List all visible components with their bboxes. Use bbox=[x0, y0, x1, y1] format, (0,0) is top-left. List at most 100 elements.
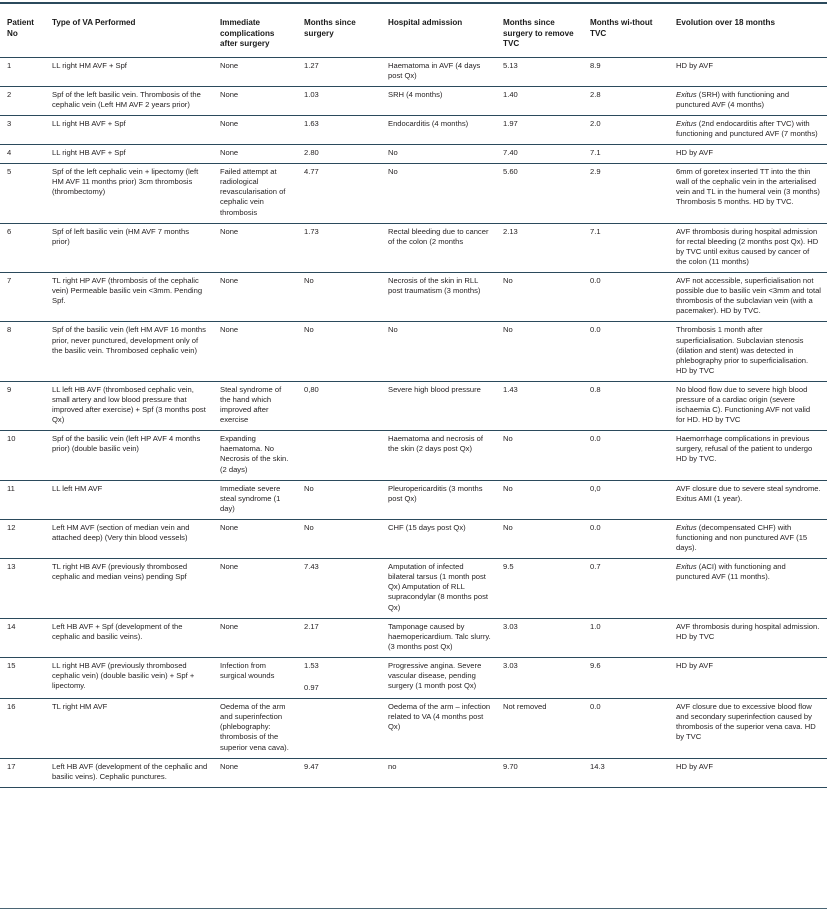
cell-patient-no: 17 bbox=[0, 758, 46, 788]
cell-hospital-admission: No bbox=[382, 163, 497, 224]
cell-evolution: Exitus (ACI) with functioning and punctu… bbox=[670, 558, 827, 619]
cell-months-without-tvc: 0,0 bbox=[584, 480, 670, 520]
cell-months-to-remove-tvc: 9.5 bbox=[497, 558, 584, 619]
cell-evolution-emphasis: Exitus bbox=[676, 118, 697, 128]
table-row: 11 LL left HM AVF Immediate severe steal s… bbox=[0, 480, 827, 520]
cell-months-since-surgery: 4.77 bbox=[298, 163, 382, 224]
cell-months-to-remove-tvc: 2.13 bbox=[497, 223, 584, 274]
cell-patient-no: 15 bbox=[0, 657, 46, 700]
cell-type-of-va: TL right HM AVF bbox=[46, 698, 214, 759]
cell-hospital-admission: CHF (15 days post Qx) bbox=[382, 519, 497, 560]
table-row: 9 LL left HB AVF (thrombosed cephalic vei… bbox=[0, 381, 827, 432]
cell-evolution-emphasis: Exitus bbox=[676, 522, 697, 532]
column-header-evolution: Evolution over 18 months bbox=[670, 14, 827, 58]
cell-months-since-surgery: 1.53 0.97 bbox=[298, 657, 382, 700]
cell-immediate-complications: None bbox=[214, 272, 298, 323]
table-row: 6 Spf of left basilic vein (HM AVF 7 mont… bbox=[0, 223, 827, 274]
cell-months-without-tvc: 0.0 bbox=[584, 321, 670, 382]
cell-evolution-text: HD by AVF bbox=[676, 60, 713, 70]
cell-evolution-text: Haemorrhage complications in previous su… bbox=[676, 434, 813, 464]
cell-patient-no: 5 bbox=[0, 163, 46, 224]
cell-months-to-remove-tvc: No bbox=[497, 519, 584, 560]
table-header: Patient No Type of VA Performed Immediat… bbox=[0, 14, 827, 58]
cell-months-without-tvc: 0.7 bbox=[584, 558, 670, 619]
cell-months-since-surgery: No bbox=[298, 272, 382, 323]
cell-months-without-tvc: 9.6 bbox=[584, 657, 670, 700]
cell-evolution-text: (SRH) with functioning and punctured AVF… bbox=[676, 89, 790, 109]
cell-months-without-tvc: 0.0 bbox=[584, 272, 670, 323]
cell-patient-no: 4 bbox=[0, 144, 46, 165]
cell-months-since-surgery: 0,80 bbox=[298, 381, 382, 432]
cell-type-of-va: LL left HB AVF (thrombosed cephalic vein… bbox=[46, 381, 214, 432]
column-header-type-of-va: Type of VA Performed bbox=[46, 14, 214, 58]
cell-immediate-complications: None bbox=[214, 519, 298, 560]
cell-immediate-complications: Infection from surgical wounds bbox=[214, 657, 298, 700]
cell-hospital-admission: Oedema of the arm – infection related to… bbox=[382, 698, 497, 759]
table-row: 15 LL right HB AVF (previously thrombose… bbox=[0, 657, 827, 700]
cell-evolution: AVF thrombosis during hospital admission… bbox=[670, 223, 827, 274]
cell-immediate-complications: None bbox=[214, 223, 298, 274]
cell-evolution: Exitus (decompensated CHF) with function… bbox=[670, 519, 827, 560]
cell-months-without-tvc: 2.9 bbox=[584, 163, 670, 224]
cell-immediate-complications: None bbox=[214, 144, 298, 165]
cell-months-since-surgery bbox=[298, 430, 382, 481]
cell-months-to-remove-tvc: No bbox=[497, 430, 584, 481]
cell-months-without-tvc: 2.8 bbox=[584, 86, 670, 116]
column-header-months-without-tvc: Months wi-thout TVC bbox=[584, 14, 670, 58]
cell-evolution: HD by AVF bbox=[670, 57, 827, 87]
table-row: 5 Spf of the left cephalic vein + lipecto… bbox=[0, 163, 827, 224]
cell-months-to-remove-tvc: 7.40 bbox=[497, 144, 584, 165]
cell-patient-no: 12 bbox=[0, 519, 46, 560]
table-row: 4 LL right HB AVF + Spf None 2.80 No 7.40 7.1 H… bbox=[0, 144, 827, 165]
table-row: 14 Left HB AVF + Spf (development of the … bbox=[0, 618, 827, 658]
table-row: 16 TL right HM AVF Oedema of the arm and s… bbox=[0, 698, 827, 759]
cell-months-to-remove-tvc: Not removed bbox=[497, 698, 584, 759]
cell-hospital-admission: no bbox=[382, 758, 497, 788]
cell-patient-no: 3 bbox=[0, 115, 46, 146]
column-header-months-since-surgery: Months since surgery bbox=[298, 14, 382, 58]
cell-months-to-remove-tvc: 3.03 bbox=[497, 657, 584, 700]
cell-evolution-text: HD by AVF bbox=[676, 660, 713, 670]
cell-immediate-complications: None bbox=[214, 618, 298, 658]
table-row: 8 Spf of the basilic vein (left HM AVF 16… bbox=[0, 321, 827, 382]
cell-evolution-text: AVF thrombosis during hospital admission… bbox=[676, 226, 819, 266]
cell-type-of-va: LL right HB AVF + Spf bbox=[46, 115, 214, 146]
cell-patient-no: 2 bbox=[0, 86, 46, 116]
table-row: 7 TL right HP AVF (thrombosis of the ceph… bbox=[0, 272, 827, 323]
cell-type-of-va: Left HB AVF + Spf (development of the ce… bbox=[46, 618, 214, 658]
cell-type-of-va: Spf of the left cephalic vein + lipectom… bbox=[46, 163, 214, 224]
cell-evolution: HD by AVF bbox=[670, 144, 827, 165]
cell-evolution-text: AVF not accessible, superficialisation n… bbox=[676, 276, 821, 316]
cell-hospital-admission: Severe high blood pressure bbox=[382, 381, 497, 432]
cell-immediate-complications: None bbox=[214, 758, 298, 788]
cell-months-since-surgery: 7.43 bbox=[298, 558, 382, 619]
cell-evolution-emphasis: Exitus bbox=[676, 562, 697, 572]
cell-immediate-complications: Expanding haematoma. No Necrosis of the … bbox=[214, 430, 298, 481]
cell-months-without-tvc: 0.0 bbox=[584, 430, 670, 481]
cell-hospital-admission: Tamponage caused by haemopericardium. Ta… bbox=[382, 618, 497, 658]
cell-months-without-tvc: 7.1 bbox=[584, 144, 670, 165]
header-row: Patient No Type of VA Performed Immediat… bbox=[0, 14, 827, 58]
cell-type-of-va: Spf of left basilic vein (HM AVF 7 month… bbox=[46, 223, 214, 274]
cell-evolution: HD by AVF bbox=[670, 758, 827, 788]
cell-evolution-text: AVF thrombosis during hospital admission… bbox=[676, 621, 820, 641]
cell-months-since-surgery: 1.03 bbox=[298, 86, 382, 116]
cell-patient-no: 7 bbox=[0, 272, 46, 323]
cell-months-since-surgery bbox=[298, 698, 382, 759]
cell-months-since-surgery: No bbox=[298, 480, 382, 520]
cell-hospital-admission: Endocarditis (4 months) bbox=[382, 115, 497, 146]
cell-type-of-va: LL right HB AVF (previously thrombosed c… bbox=[46, 657, 214, 700]
cell-patient-no: 9 bbox=[0, 381, 46, 432]
cell-evolution: Exitus (2nd endocarditis after TVC) with… bbox=[670, 115, 827, 146]
cell-immediate-complications: Immediate severe steal syndrome (1 day) bbox=[214, 480, 298, 520]
column-header-months-to-remove-tvc: Months since surgery to remove TVC bbox=[497, 14, 584, 58]
bottom-rule bbox=[0, 908, 827, 909]
cell-immediate-complications: Oedema of the arm and superinfection (ph… bbox=[214, 698, 298, 759]
cell-type-of-va: Left HM AVF (section of median vein and … bbox=[46, 519, 214, 560]
cell-evolution-text: (ACI) with functioning and punctured AVF… bbox=[676, 562, 786, 582]
cell-evolution-text: AVF closure due to excessive blood flow … bbox=[676, 702, 816, 742]
cell-months-since-surgery: 2.17 bbox=[298, 618, 382, 658]
cell-evolution-text: (2nd endocarditis after TVC) with functi… bbox=[676, 118, 818, 139]
cell-evolution: HD by AVF bbox=[670, 657, 827, 700]
column-header-hospital-admission: Hospital admission bbox=[382, 14, 497, 58]
